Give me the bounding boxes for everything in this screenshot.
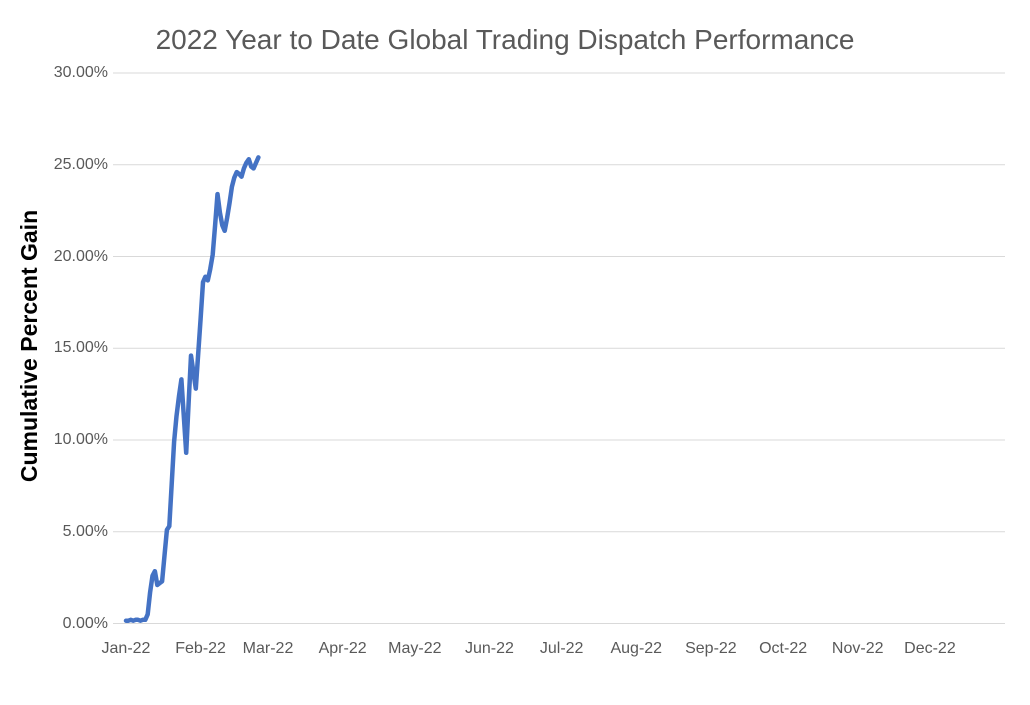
x-tick-label: Sep-22: [685, 640, 737, 657]
x-tick-label: Oct-22: [759, 640, 808, 657]
x-tick-label: Apr-22: [318, 640, 367, 657]
y-tick-label: 25.00%: [53, 155, 108, 173]
y-tick-label: 5.00%: [62, 522, 108, 540]
x-tick-label: Jan-22: [101, 640, 151, 657]
x-tick-label: Dec-22: [904, 640, 956, 657]
x-tick-label: Jul-22: [539, 640, 584, 657]
x-tick-label: May-22: [388, 640, 442, 657]
y-tick-label: 10.00%: [53, 431, 108, 448]
chart-title: 2022 Year to Date Global Trading Dispatc…: [155, 24, 855, 55]
y-tick-label: 0.00%: [62, 614, 108, 632]
x-tick-label: Jun-22: [464, 640, 514, 657]
y-tick-label: 20.00%: [53, 247, 108, 265]
x-tick-label: Nov-22: [831, 640, 884, 657]
x-tick-label: Mar-22: [242, 640, 294, 657]
horizontal-gridlines: [113, 72, 1005, 624]
x-tick-label: Aug-22: [610, 640, 663, 657]
y-tick-label: 15.00%: [53, 339, 108, 357]
y-tick-label: 30.00%: [53, 64, 108, 81]
cumulative-gain-line: [123, 155, 261, 623]
x-tick-label: Feb-22: [175, 640, 226, 657]
